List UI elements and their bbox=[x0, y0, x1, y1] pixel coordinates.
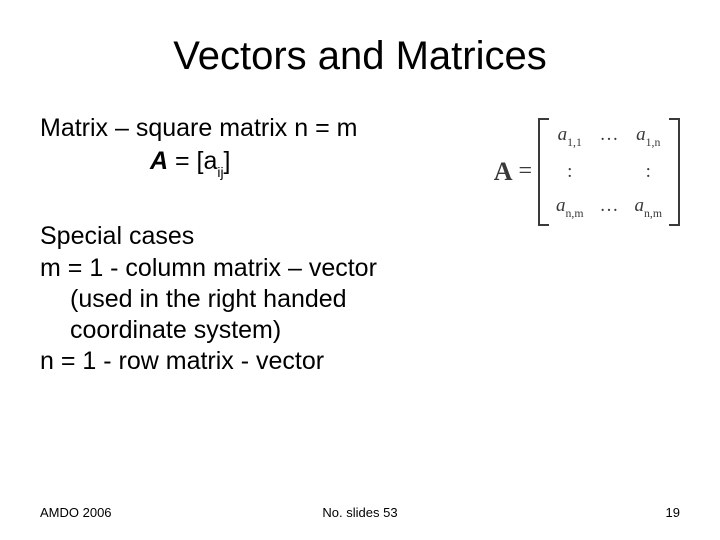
matrix-a: a bbox=[556, 195, 566, 216]
matrix-cell: an,m bbox=[635, 195, 662, 220]
slide-title: Vectors and Matrices bbox=[40, 34, 680, 79]
matrix-figure: A = a1,1 … a1,n : : an,m … an,m bbox=[494, 118, 680, 226]
matrix-vdots: : bbox=[556, 161, 583, 183]
matrix-sub: 1,n bbox=[646, 136, 661, 149]
matrix-a: a bbox=[636, 124, 646, 145]
slide: Vectors and Matrices Matrix – square mat… bbox=[0, 0, 720, 540]
bracket-left-icon bbox=[538, 118, 548, 226]
matrix-cell: an,m bbox=[556, 195, 583, 220]
matrix-grid: a1,1 … a1,n : : an,m … an,m bbox=[548, 118, 670, 226]
matrix-A-symbol: A bbox=[494, 157, 513, 187]
footer-center: No. slides 53 bbox=[322, 505, 397, 520]
special-heading: Special cases bbox=[40, 221, 680, 252]
footer-left: AMDO 2006 bbox=[40, 505, 112, 520]
matrix-a: a bbox=[635, 195, 645, 216]
footer-page-number: 19 bbox=[666, 505, 680, 520]
special-col-1: m = 1 - column matrix – vector bbox=[40, 253, 680, 284]
special-row: n = 1 - row matrix - vector bbox=[40, 346, 680, 377]
matrix-a: a bbox=[558, 124, 568, 145]
matrix-sub: n,m bbox=[566, 207, 584, 220]
matrix-vdots: : bbox=[635, 161, 662, 183]
matrix-equals: = bbox=[518, 158, 532, 185]
matrix-cell: a1,n bbox=[635, 124, 662, 149]
special-col-2: (used in the right handed bbox=[40, 284, 680, 315]
matrix-sub: 1,1 bbox=[567, 136, 582, 149]
bracket-right-icon bbox=[670, 118, 680, 226]
defn-close: ] bbox=[224, 147, 231, 175]
slide-footer: AMDO 2006 No. slides 53 19 bbox=[40, 505, 680, 520]
defn-sub-ij: ij bbox=[217, 165, 223, 180]
matrix-hdots: … bbox=[600, 195, 619, 220]
special-col-3: coordinate system) bbox=[40, 315, 680, 346]
defn-eq: = [a bbox=[168, 147, 217, 175]
matrix-empty bbox=[600, 161, 619, 183]
special-cases-block: Special cases m = 1 - column matrix – ve… bbox=[40, 221, 680, 377]
symbol-A: A bbox=[150, 147, 168, 175]
matrix-cell: a1,1 bbox=[556, 124, 583, 149]
matrix-sub: n,m bbox=[644, 207, 662, 220]
matrix-hdots: … bbox=[600, 124, 619, 149]
